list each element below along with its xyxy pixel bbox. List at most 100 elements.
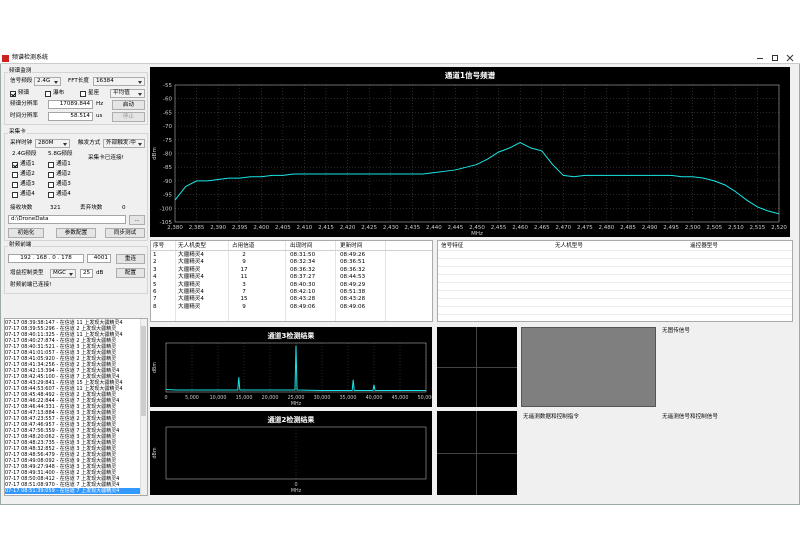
checkbox[interactable] — [48, 192, 54, 198]
log-entry[interactable]: 07-17 08:47:23:557 - 在信道 2 上发现大疆精灵 — [5, 416, 117, 422]
log-entry[interactable]: 07-17 08:39:55:296 - 在信道 2 上发现大疆精灵 — [5, 326, 117, 332]
checkbox[interactable] — [12, 162, 18, 168]
status-text: 无图传信号 — [662, 328, 690, 334]
scroll-thumb[interactable] — [141, 326, 146, 416]
log-entry[interactable]: 07-17 08:48:23:735 - 在信道 3 上发现大疆精灵 — [5, 440, 117, 446]
dropdown-mode[interactable]: 平均值 — [110, 89, 145, 98]
x-tick-label: 2,520 — [771, 225, 787, 231]
label-title: 射频前端 — [8, 242, 33, 249]
checkbox-label[interactable]: 通道3 — [20, 181, 35, 187]
input-field-path[interactable]: d:\DroneData — [8, 215, 126, 224]
log-entry[interactable]: 07-17 08:50:08:412 - 在信道 7 上发现大疆精灵4 — [5, 476, 120, 482]
log-entry[interactable]: 07-17 08:49:27:948 - 在信道 3 上发现大疆精灵 — [5, 464, 117, 470]
log-entry[interactable]: 07-17 08:48:56:479 - 在信道 2 上发现大疆精灵 — [5, 452, 117, 458]
log-entry[interactable]: 07-17 08:41:01:057 - 在信道 3 上发现大疆精灵 — [5, 350, 117, 356]
checkbox-label[interactable]: 通道2 — [20, 171, 35, 177]
table-cell: 08:37:27 — [290, 274, 316, 281]
video-preview — [521, 327, 656, 407]
log-entry[interactable]: 07-17 08:41:34:256 - 在信道 2 上发现大疆精灵 — [5, 362, 117, 368]
input-field-time-res[interactable]: 58.514 — [48, 112, 93, 121]
dropdown-clock[interactable]: 280M — [35, 139, 70, 148]
log-list[interactable] — [4, 318, 148, 496]
table-cell: 4 — [153, 274, 157, 281]
log-entry[interactable]: 07-17 08:51:08:970 - 在信道 7 上发现大疆精灵4 — [5, 482, 120, 488]
table-cell: 1 — [153, 252, 157, 258]
log-entry[interactable]: 07-17 08:44:53:607 - 在信道 11 上发现大疆精灵4 — [5, 386, 123, 392]
x-tick-label: 2,390 — [210, 225, 226, 231]
table-cell: 大疆精灵 — [178, 266, 201, 273]
x-tick-label: 35,000 — [340, 395, 357, 401]
log-entry[interactable]: 07-17 08:40:11:325 - 在信道 11 上发现大疆精灵4 — [5, 332, 123, 338]
log-entry[interactable]: 07-17 08:40:31:521 - 在信道 3 上发现大疆精灵 — [5, 344, 117, 350]
log-entry[interactable]: 07-17 08:47:56:359 - 在信道 7 上发现大疆精灵4 — [5, 428, 120, 434]
x-tick-label: 50,000 — [418, 395, 432, 401]
chart-title: 通道3检测结果 — [268, 331, 315, 340]
checkbox-label[interactable]: 星座 — [88, 90, 100, 96]
y-tick-label: -55 — [163, 83, 172, 89]
checkbox-label[interactable]: 瀑布 — [53, 90, 65, 96]
log-entry[interactable]: 07-17 08:47:46:957 - 在信道 3 上发现大疆精灵 — [5, 422, 117, 428]
button-reconnect[interactable]: 重连 — [116, 254, 145, 264]
log-entry[interactable]: 07-17 08:46:44:331 - 在信道 3 上发现大疆精灵 — [5, 404, 117, 410]
log-entry[interactable]: 07-17 08:48:20:062 - 在信道 3 上发现大疆精灵 — [5, 434, 117, 440]
checkbox-label[interactable]: 通道1 — [20, 161, 35, 167]
chart-title: 通道1信号频谱 — [445, 70, 496, 80]
checkbox[interactable] — [12, 192, 18, 198]
button-start[interactable]: 启动 — [112, 100, 145, 110]
table-cell: 08:44:53 — [340, 274, 366, 281]
log-entry[interactable]: 07-17 08:46:22:844 - 在信道 7 上发现大疆精灵4 — [5, 398, 120, 404]
checkbox-label[interactable]: 通道1 — [56, 161, 71, 167]
checkbox[interactable] — [48, 182, 54, 188]
checkbox[interactable] — [10, 91, 16, 97]
log-entry[interactable]: 07-17 08:45:48:492 - 在信道 2 上发现大疆精灵 — [5, 392, 117, 398]
checkbox[interactable] — [12, 172, 18, 178]
table-cell: 08:43:28 — [340, 296, 366, 303]
close-button[interactable] — [786, 54, 794, 62]
checkbox[interactable] — [12, 182, 18, 188]
button-init[interactable]: 初始化 — [8, 228, 44, 238]
input-field-ip[interactable]: 192 . 168 . 0 . 178 — [8, 254, 84, 263]
log-entry[interactable]: 07-17 08:47:13:884 - 在信道 3 上发现大疆精灵 — [5, 410, 117, 416]
dropdown-gain-type[interactable]: MGC — [50, 269, 76, 278]
button-sync[interactable]: 同步测试 — [105, 228, 145, 238]
table-cell: 大疆精灵 — [178, 303, 201, 310]
checkbox-label[interactable]: 通道4 — [20, 191, 35, 197]
checkbox[interactable] — [48, 162, 54, 168]
minimize-button[interactable] — [757, 58, 763, 59]
checkbox[interactable] — [80, 91, 86, 97]
log-entry[interactable]: 07-17 08:41:05:920 - 在信道 2 上发现大疆精灵 — [5, 356, 117, 362]
log-entry[interactable]: 07-17 08:40:27:874 - 在信道 2 上发现大疆精灵 — [5, 338, 117, 344]
checkbox[interactable] — [45, 91, 51, 97]
log-entry[interactable]: 07-17 08:39:38:147 - 在信道 11 上发现大疆精灵4 — [5, 320, 123, 326]
button-stop[interactable]: 停止 — [112, 112, 145, 122]
dropdown-band[interactable]: 2.4G — [34, 77, 61, 86]
log-entry[interactable]: 07-17 08:49:31:400 - 在信道 2 上发现大疆精灵 — [5, 470, 117, 476]
input-field-freq-res[interactable]: 17089.844 — [48, 100, 93, 109]
button-browse[interactable]: ... — [129, 215, 145, 225]
checkbox-label[interactable]: 通道3 — [56, 181, 71, 187]
channel3-panel — [150, 327, 432, 407]
input-field-port[interactable]: 4001 — [87, 254, 111, 263]
log-entry[interactable]: 07-17 08:51:39:059 - 在信道 7 上发现大疆精灵4 — [5, 488, 140, 494]
log-entry[interactable]: 07-17 08:42:45:100 - 在信道 7 上发现大疆精灵4 — [5, 374, 120, 380]
maximize-button[interactable] — [772, 55, 778, 61]
table-cell: 2 — [242, 252, 246, 258]
log-entry[interactable]: 07-17 08:49:08:092 - 在信道 9 上发现大疆精灵 — [5, 458, 117, 464]
x-tick-label: 45,000 — [392, 395, 409, 401]
x-tick-label: 2,410 — [297, 225, 313, 231]
y-tick-label: -100 — [160, 206, 173, 212]
button-configure[interactable]: 配置 — [116, 268, 145, 278]
button-config[interactable]: 参数配置 — [56, 228, 96, 238]
log-entry[interactable]: 07-17 08:42:13:394 - 在信道 7 上发现大疆精灵4 — [5, 368, 120, 374]
checkbox[interactable] — [48, 172, 54, 178]
checkbox-label[interactable]: 频谱 — [18, 90, 30, 96]
dropdown-trigger[interactable]: 外部触发:中 — [103, 139, 145, 148]
input-field-gain[interactable]: 25 — [80, 269, 93, 278]
checkbox-label[interactable]: 通道2 — [56, 171, 71, 177]
x-tick-label: 15,000 — [236, 395, 253, 401]
log-entry[interactable]: 07-17 08:43:29:841 - 在信道 15 上发现大疆精灵4 — [5, 380, 123, 386]
dropdown-fft[interactable]: 16384 — [93, 77, 145, 86]
table-header: 出现时间 — [290, 243, 313, 249]
log-entry[interactable]: 07-17 08:48:32:852 - 在信道 3 上发现大疆精灵 — [5, 446, 117, 452]
checkbox-label[interactable]: 通道4 — [56, 191, 71, 197]
